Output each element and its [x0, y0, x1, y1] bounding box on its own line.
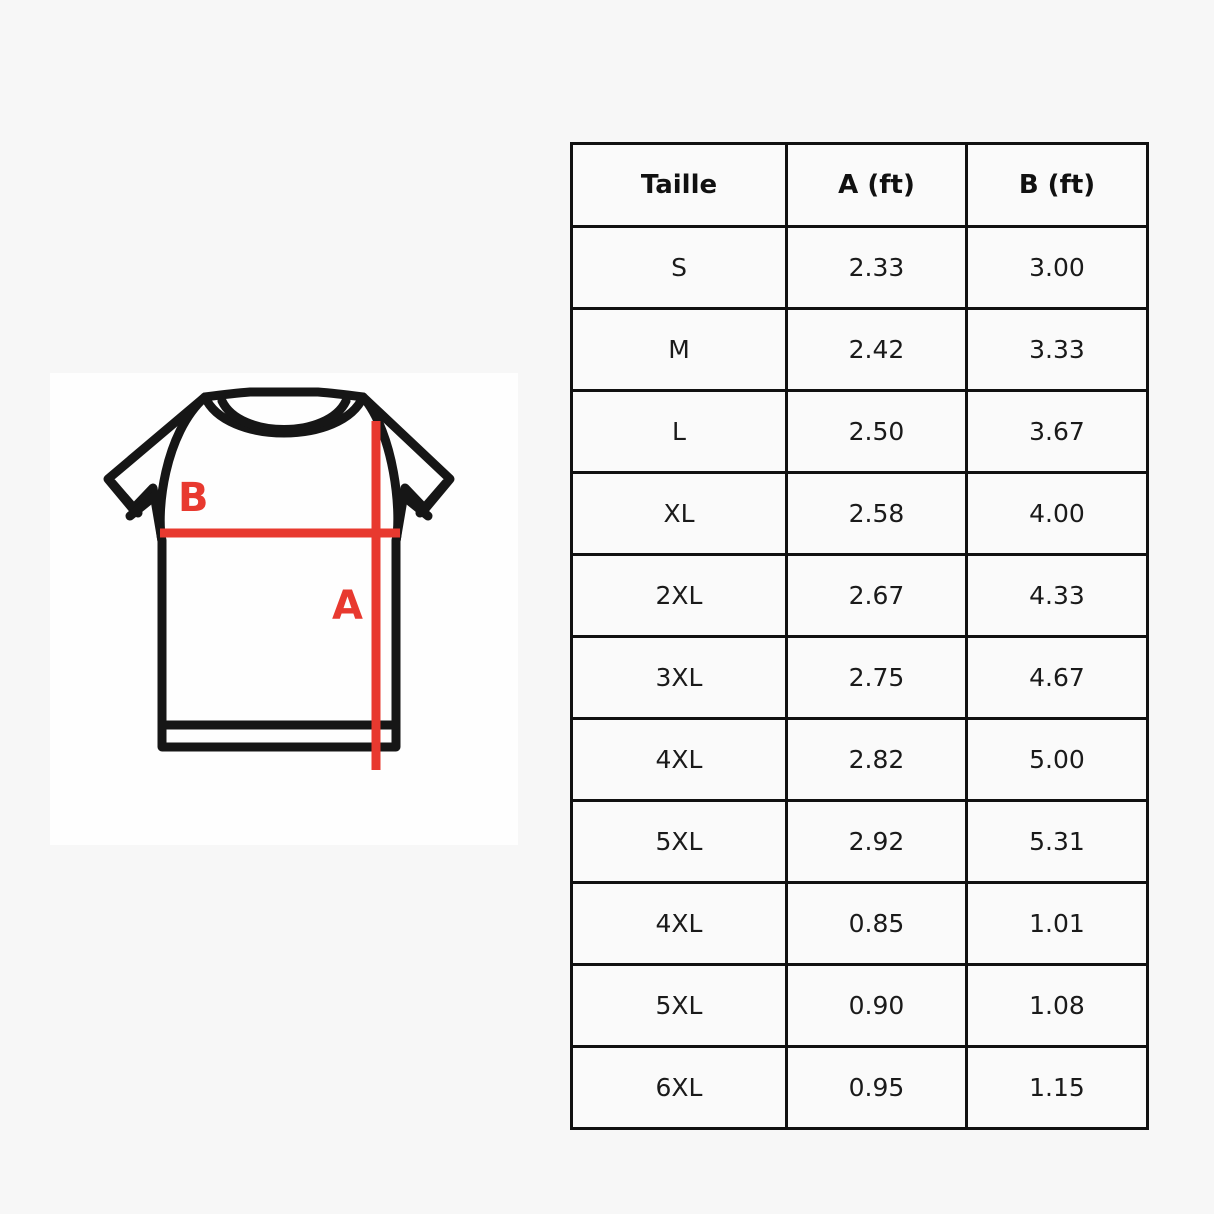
column-header-a: A (ft): [785, 142, 968, 228]
cell-a: 2.92: [785, 799, 968, 884]
cell-b: 5.00: [965, 717, 1149, 802]
table-body: S 2.33 3.00 M 2.42 3.33 L 2.50 3.67 XL 2…: [570, 225, 1149, 1130]
cell-size: XL: [570, 471, 788, 556]
cell-size: L: [570, 389, 788, 474]
cell-b: 3.67: [965, 389, 1149, 474]
cell-a: 2.58: [785, 471, 968, 556]
measure-label-b: B: [178, 475, 209, 521]
size-table-container: Taille A (ft) B (ft) S 2.33 3.00 M 2.42 …: [570, 142, 1149, 1130]
cell-b: 1.15: [965, 1045, 1149, 1130]
cell-a: 0.95: [785, 1045, 968, 1130]
cell-a: 2.33: [785, 225, 968, 310]
cell-size: S: [570, 225, 788, 310]
measurement-guides: [160, 421, 400, 770]
table-row: M 2.42 3.33: [570, 307, 1149, 392]
cell-size: 4XL: [570, 717, 788, 802]
cell-b: 4.00: [965, 471, 1149, 556]
cell-a: 0.85: [785, 881, 968, 966]
tshirt-outline: [103, 387, 455, 752]
table-row: 5XL 0.90 1.08: [570, 963, 1149, 1048]
cell-size: 3XL: [570, 635, 788, 720]
cell-b: 5.31: [965, 799, 1149, 884]
cell-b: 3.33: [965, 307, 1149, 392]
cell-size: M: [570, 307, 788, 392]
cell-b: 3.00: [965, 225, 1149, 310]
cell-a: 2.82: [785, 717, 968, 802]
table-row: 5XL 2.92 5.31: [570, 799, 1149, 884]
size-table: Taille A (ft) B (ft) S 2.33 3.00 M 2.42 …: [570, 142, 1149, 1130]
cell-b: 1.08: [965, 963, 1149, 1048]
table-row: XL 2.58 4.00: [570, 471, 1149, 556]
cell-size: 6XL: [570, 1045, 788, 1130]
cell-b: 4.33: [965, 553, 1149, 638]
cell-size: 4XL: [570, 881, 788, 966]
table-header-row: Taille A (ft) B (ft): [570, 142, 1149, 228]
cell-size: 2XL: [570, 553, 788, 638]
tshirt-icon: [103, 387, 455, 770]
table-header: Taille A (ft) B (ft): [570, 142, 1149, 228]
column-header-size: Taille: [570, 142, 788, 228]
cell-a: 0.90: [785, 963, 968, 1048]
measure-label-a: A: [332, 583, 363, 629]
table-row: 4XL 2.82 5.00: [570, 717, 1149, 802]
cell-b: 4.67: [965, 635, 1149, 720]
column-header-b: B (ft): [965, 142, 1149, 228]
cell-a: 2.67: [785, 553, 968, 638]
table-row: 4XL 0.85 1.01: [570, 881, 1149, 966]
garment-diagram-panel: B A: [50, 373, 518, 845]
table-row: 2XL 2.67 4.33: [570, 553, 1149, 638]
table-row: 6XL 0.95 1.15: [570, 1045, 1149, 1130]
cell-a: 2.50: [785, 389, 968, 474]
cell-size: 5XL: [570, 963, 788, 1048]
table-row: S 2.33 3.00: [570, 225, 1149, 310]
cell-a: 2.75: [785, 635, 968, 720]
table-row: L 2.50 3.67: [570, 389, 1149, 474]
cell-a: 2.42: [785, 307, 968, 392]
cell-size: 5XL: [570, 799, 788, 884]
cell-b: 1.01: [965, 881, 1149, 966]
table-row: 3XL 2.75 4.67: [570, 635, 1149, 720]
